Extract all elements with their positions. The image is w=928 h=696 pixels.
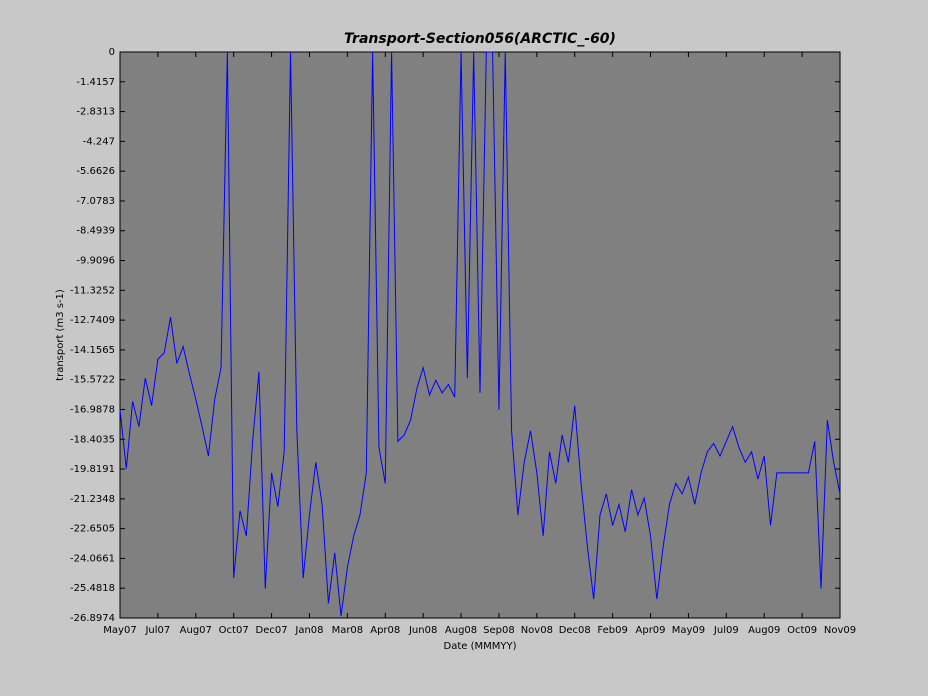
y-tick-label: -1.4157 <box>76 77 115 88</box>
y-axis-label: transport (m3 s-1) <box>55 289 66 381</box>
y-tick-label: -12.7409 <box>70 315 115 326</box>
y-tick-label: -25.4818 <box>70 583 115 594</box>
x-tick-label: Sep08 <box>483 625 515 636</box>
x-tick-label: Aug08 <box>445 625 477 636</box>
y-tick-label: -4.247 <box>83 136 115 147</box>
x-tick-label: Dec07 <box>256 625 288 636</box>
x-tick-label: May07 <box>103 625 136 636</box>
y-tick-label: -16.9878 <box>70 404 115 415</box>
y-tick-label: 0 <box>109 47 115 58</box>
y-tick-label: -15.5722 <box>70 375 115 386</box>
x-tick-label: Mar08 <box>332 625 364 636</box>
x-tick-label: Jul07 <box>144 625 170 636</box>
x-tick-label: Nov09 <box>824 625 856 636</box>
y-tick-label: -5.6626 <box>76 166 115 177</box>
y-tick-label: -14.1565 <box>70 345 115 356</box>
y-tick-label: -22.6505 <box>70 524 115 535</box>
x-tick-label: Apr09 <box>636 625 666 636</box>
y-tick-label: -26.8974 <box>70 613 115 624</box>
x-tick-label: Aug07 <box>180 625 212 636</box>
x-tick-label: Jan08 <box>294 625 323 636</box>
x-tick-label: Aug09 <box>748 625 780 636</box>
y-tick-label: -8.4939 <box>76 226 115 237</box>
chart-title: Transport-Section056(ARCTIC_-60) <box>344 31 616 47</box>
x-tick-label: Feb09 <box>597 625 627 636</box>
y-tick-label: -9.9096 <box>76 256 115 267</box>
y-tick-label: -18.4035 <box>70 434 115 445</box>
y-tick-label: -24.0661 <box>70 553 115 564</box>
x-tick-label: Oct07 <box>219 625 249 636</box>
x-tick-label: Oct09 <box>787 625 817 636</box>
x-axis-label: Date (MMMYY) <box>444 641 517 652</box>
data-line <box>119 51 841 617</box>
y-tick-label: -7.0783 <box>76 196 115 207</box>
x-tick-label: Jun08 <box>408 625 437 636</box>
plot-area <box>119 51 841 619</box>
y-tick-label: -2.8313 <box>76 107 115 118</box>
y-tick-label: -11.3252 <box>70 285 115 296</box>
x-tick-label: Jul09 <box>713 625 739 636</box>
x-tick-label: Dec08 <box>559 625 591 636</box>
x-tick-label: Nov08 <box>521 625 553 636</box>
x-tick-label: Apr08 <box>370 625 400 636</box>
y-tick-label: -21.2348 <box>70 494 115 505</box>
y-tick-label: -19.8191 <box>70 464 115 475</box>
x-tick-label: May09 <box>672 625 705 636</box>
